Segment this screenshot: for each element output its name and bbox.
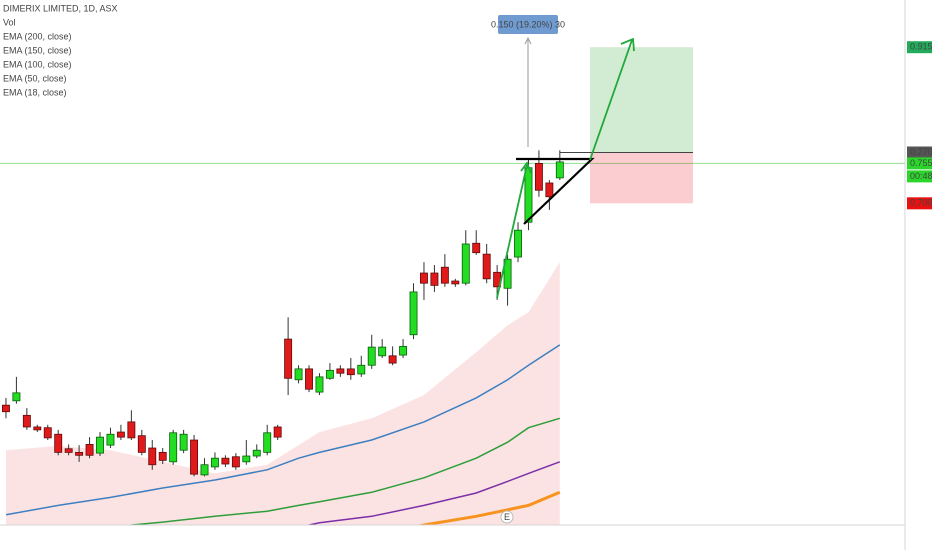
ema-line (416, 490, 561, 525)
candle-body (420, 272, 428, 284)
candle-body (378, 346, 387, 357)
candle-body (367, 346, 376, 366)
candle-body (22, 414, 31, 428)
candle-body (33, 426, 42, 431)
candle-body (263, 432, 272, 453)
candle-body (514, 229, 522, 258)
candle-body (524, 167, 533, 223)
ema-line (5, 344, 561, 516)
candle-body (461, 243, 470, 284)
price-badge-label: 0.770 (910, 147, 932, 157)
candle-body (54, 433, 63, 453)
price-badge (907, 157, 932, 170)
candle-body (231, 456, 240, 468)
candle-body (545, 182, 554, 198)
candle-body (242, 455, 251, 463)
candle-body (315, 376, 324, 393)
candle-body (211, 457, 219, 468)
chart-title: DIMERIX LIMITED, 1D, ASX (3, 3, 118, 13)
candle-body (284, 338, 293, 379)
earnings-marker-label: E (504, 512, 510, 522)
plot-area: E 0.150 (19.20%) 30 (0, 15, 905, 525)
measure-label: 0.150 (19.20%) 30 (491, 19, 565, 29)
candle-body (158, 451, 167, 461)
price-badge-label: 0.700 (910, 198, 932, 208)
price-badge-label: 0.915 (910, 42, 932, 52)
candle-body (12, 392, 21, 402)
candle-body (451, 280, 460, 285)
earnings-marker (500, 510, 514, 524)
trend-arrow (496, 161, 532, 299)
candle-body (96, 436, 104, 454)
candle-body (503, 258, 512, 289)
legend-entry: EMA (200, close) (3, 31, 72, 41)
candle-body (409, 291, 418, 336)
candle-body (430, 272, 439, 286)
price-badge (907, 197, 932, 210)
trend-arrow (589, 37, 635, 161)
candle-body (43, 427, 52, 439)
triangle-pattern (516, 157, 595, 225)
ema-area (6, 262, 560, 525)
legend-entry: EMA (100, close) (3, 59, 72, 69)
candle-body (85, 443, 94, 456)
candle-body (336, 368, 345, 374)
candle-body (472, 242, 481, 254)
candle-body (75, 451, 84, 456)
candle-body (169, 432, 178, 463)
candle-body (127, 421, 136, 439)
candle-body (482, 253, 491, 280)
price-badge (907, 41, 932, 54)
position-target-zone (590, 47, 693, 153)
candle-body (357, 364, 366, 375)
candle-body (534, 162, 543, 191)
legend-entry: EMA (18, close) (3, 87, 67, 97)
candle-body (399, 345, 408, 356)
candle-body (305, 368, 313, 390)
candle-body (294, 368, 303, 381)
candle-body (200, 464, 209, 476)
countdown-label: 00:48 (910, 171, 932, 181)
candle-body (221, 457, 230, 465)
candle-body (2, 404, 10, 413)
candle-body (273, 426, 282, 438)
legend: DIMERIX LIMITED, 1D, ASX Vol EMA (200, clo… (3, 3, 118, 97)
price-badge (907, 146, 932, 159)
candle-body (106, 433, 115, 446)
price-badge-label: 0.755 (910, 158, 932, 168)
candle-body (555, 161, 564, 179)
ema-line (131, 417, 561, 525)
position-stop-zone (590, 152, 693, 204)
candle-body (440, 266, 449, 284)
ema-line (308, 461, 561, 525)
measure-arrow-head (524, 36, 532, 45)
volume-label: Vol (3, 17, 16, 27)
legend-entry: EMA (150, close) (3, 45, 72, 55)
candle-body (179, 433, 188, 451)
candle-body (388, 355, 397, 364)
measure-label-box (498, 15, 558, 34)
candle-body (64, 448, 73, 453)
legend-entry: EMA (50, close) (3, 73, 67, 83)
candle-body (137, 435, 146, 453)
countdown-badge (907, 170, 932, 183)
candle-body (148, 447, 157, 466)
candle-body (252, 449, 261, 457)
candle-body (190, 439, 199, 475)
candle-body (325, 369, 334, 379)
candle-body (116, 431, 125, 438)
candle-body (346, 368, 355, 376)
